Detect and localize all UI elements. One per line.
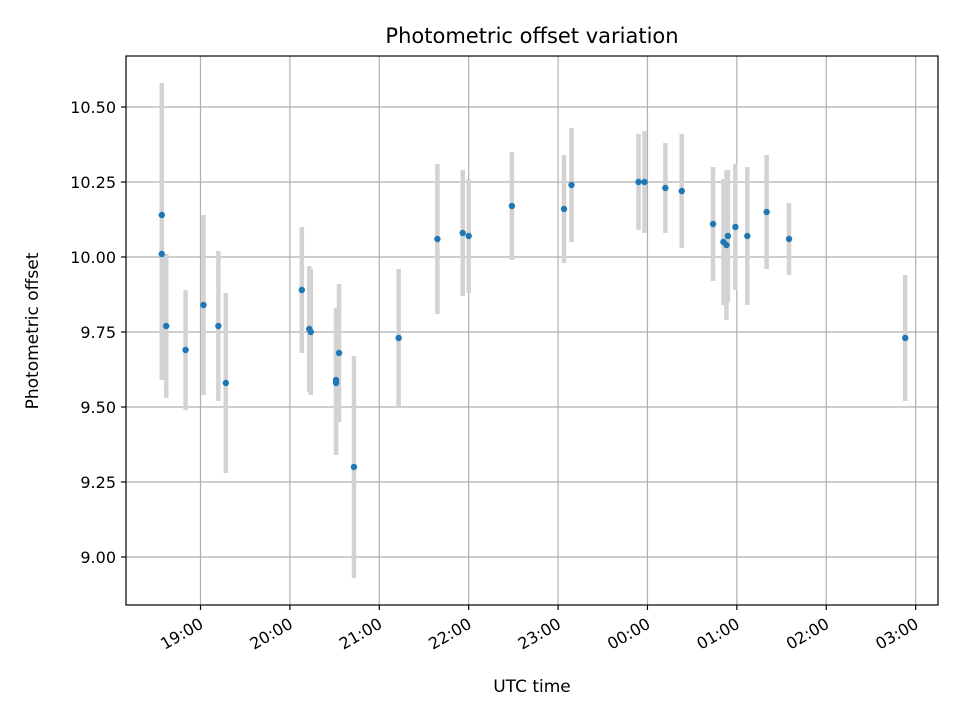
x-axis-title: UTC time <box>493 677 571 697</box>
y-tick-label: 9.00 <box>80 548 116 567</box>
data-point <box>434 235 441 243</box>
data-point <box>785 235 793 243</box>
plot-frame <box>125 55 939 606</box>
data-point <box>723 241 730 249</box>
y-tick-label: 9.75 <box>80 323 116 342</box>
data-point <box>568 181 575 189</box>
data-point <box>158 211 165 219</box>
data-point <box>724 232 732 240</box>
data-point <box>902 334 909 342</box>
data-point <box>222 379 230 387</box>
data-point <box>163 322 170 330</box>
chart-title: Photometric offset variation <box>385 24 678 48</box>
data-point <box>678 187 685 195</box>
data-points <box>158 178 909 471</box>
y-tick-label: 9.25 <box>80 473 116 492</box>
data-point <box>459 229 466 237</box>
data-point <box>744 232 751 240</box>
data-point <box>307 328 314 336</box>
data-point <box>635 178 642 186</box>
y-tick-label: 9.50 <box>80 398 116 417</box>
y-tick-label: 10.25 <box>70 173 116 192</box>
data-point <box>465 232 472 240</box>
y-axis-title: Photometric offset <box>23 252 43 409</box>
data-point <box>158 250 165 258</box>
y-tick-label: 10.00 <box>70 248 116 267</box>
data-point <box>709 220 717 228</box>
data-point <box>215 322 222 330</box>
data-point <box>732 223 739 231</box>
y-tick-label: 10.50 <box>70 98 116 117</box>
y-axis-ticks: 9.00 9.25 9.50 9.75 10.00 10.25 10.50 <box>70 98 126 567</box>
data-point <box>508 202 516 210</box>
data-point <box>298 286 306 294</box>
grid <box>126 56 938 605</box>
data-point <box>332 379 340 387</box>
data-point <box>200 301 207 309</box>
data-point <box>182 346 189 354</box>
data-point <box>350 463 358 471</box>
data-point <box>560 205 568 213</box>
data-point <box>335 349 343 357</box>
data-point <box>641 178 648 186</box>
data-point <box>763 208 770 216</box>
data-point <box>662 184 669 192</box>
data-point <box>395 334 402 342</box>
